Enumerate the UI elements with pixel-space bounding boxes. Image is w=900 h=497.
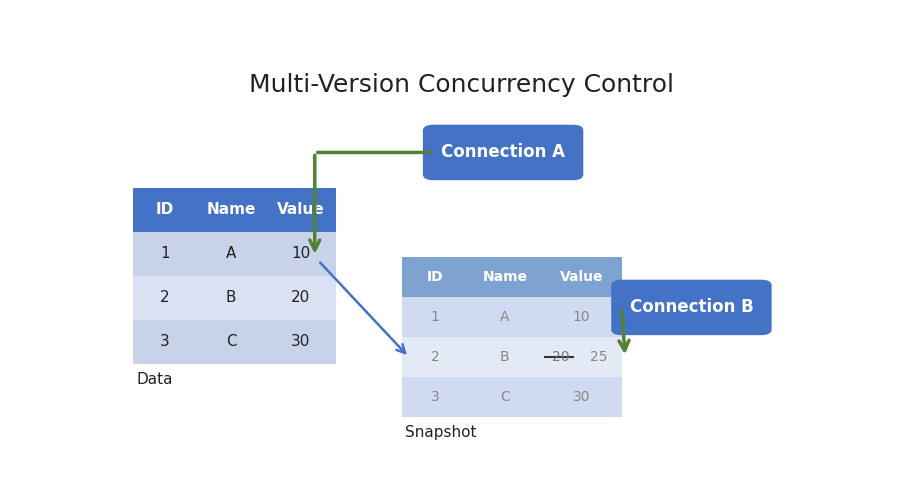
- Text: C: C: [226, 334, 237, 349]
- Text: 20: 20: [292, 290, 310, 305]
- FancyBboxPatch shape: [266, 276, 336, 320]
- Text: 2: 2: [431, 350, 439, 364]
- FancyBboxPatch shape: [542, 377, 622, 417]
- FancyBboxPatch shape: [468, 257, 542, 297]
- FancyBboxPatch shape: [266, 232, 336, 276]
- FancyBboxPatch shape: [611, 280, 771, 335]
- Text: 3: 3: [431, 390, 439, 405]
- FancyBboxPatch shape: [133, 320, 196, 364]
- FancyBboxPatch shape: [266, 320, 336, 364]
- Text: 25: 25: [590, 350, 608, 364]
- FancyBboxPatch shape: [468, 297, 542, 337]
- FancyBboxPatch shape: [468, 337, 542, 377]
- Text: C: C: [500, 390, 509, 405]
- FancyBboxPatch shape: [468, 377, 542, 417]
- Text: Name: Name: [482, 270, 527, 284]
- Text: B: B: [500, 350, 509, 364]
- Text: Value: Value: [277, 202, 325, 217]
- FancyBboxPatch shape: [133, 188, 196, 232]
- Text: ID: ID: [156, 202, 174, 217]
- FancyBboxPatch shape: [542, 337, 622, 377]
- Text: Value: Value: [560, 270, 603, 284]
- FancyBboxPatch shape: [133, 232, 196, 276]
- FancyBboxPatch shape: [402, 377, 468, 417]
- Text: 10: 10: [292, 247, 310, 261]
- FancyBboxPatch shape: [133, 276, 196, 320]
- Text: ID: ID: [427, 270, 444, 284]
- Text: 1: 1: [160, 247, 169, 261]
- Text: 2: 2: [160, 290, 169, 305]
- FancyBboxPatch shape: [423, 125, 583, 180]
- Text: Name: Name: [206, 202, 256, 217]
- Text: 3: 3: [160, 334, 170, 349]
- FancyBboxPatch shape: [196, 188, 266, 232]
- Text: A: A: [500, 310, 509, 324]
- Text: Snapshot: Snapshot: [405, 425, 477, 440]
- FancyBboxPatch shape: [196, 320, 266, 364]
- Text: Data: Data: [137, 372, 174, 387]
- Text: 20: 20: [552, 350, 570, 364]
- FancyBboxPatch shape: [402, 297, 468, 337]
- FancyBboxPatch shape: [402, 257, 468, 297]
- FancyBboxPatch shape: [266, 188, 336, 232]
- Text: Connection B: Connection B: [629, 298, 753, 317]
- Text: 30: 30: [572, 390, 590, 405]
- Text: Multi-Version Concurrency Control: Multi-Version Concurrency Control: [248, 73, 674, 96]
- Text: 1: 1: [431, 310, 439, 324]
- Text: A: A: [226, 247, 237, 261]
- Text: B: B: [226, 290, 237, 305]
- FancyBboxPatch shape: [542, 257, 622, 297]
- FancyBboxPatch shape: [196, 232, 266, 276]
- Text: 10: 10: [572, 310, 590, 324]
- Text: 30: 30: [291, 334, 310, 349]
- FancyBboxPatch shape: [196, 276, 266, 320]
- Text: Connection A: Connection A: [441, 144, 565, 162]
- FancyBboxPatch shape: [402, 337, 468, 377]
- FancyBboxPatch shape: [542, 297, 622, 337]
